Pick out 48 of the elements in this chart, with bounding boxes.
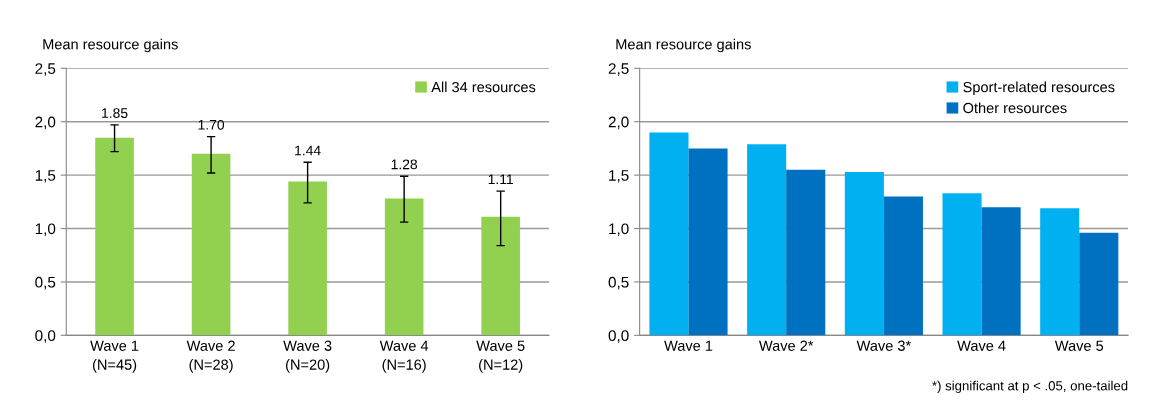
text: 1.85	[102, 108, 128, 119]
x-tick-label: Wave 1	[664, 340, 713, 351]
bar	[649, 132, 689, 336]
x-tick-label: Wave 3*	[856, 340, 911, 351]
y-tick-label: 0,5	[608, 276, 629, 290]
y-tick-label: 0,0	[35, 330, 56, 343]
text: 1.11	[488, 174, 513, 185]
y-tick-label: 1,5	[35, 170, 56, 183]
bar	[1079, 232, 1119, 336]
x-tick-label: Wave 1 (N=45)	[90, 340, 139, 373]
bar	[942, 193, 982, 336]
y-tick-label: 0,5	[35, 276, 56, 290]
bar	[1040, 208, 1080, 336]
x-tick-label: Wave 2 (N=28)	[186, 340, 235, 373]
legend-label: All 34 resources	[431, 81, 536, 93]
bar	[481, 216, 520, 336]
y-tick-label: 1,0	[35, 223, 56, 237]
text: 1.44	[295, 145, 321, 156]
bar	[288, 181, 327, 336]
y-tick-label: 2,0	[608, 116, 629, 130]
text: 1.70	[198, 119, 225, 130]
x-tick-label: Wave 3 (N=20)	[283, 340, 332, 373]
bar	[688, 148, 728, 336]
x-tick-label: Wave 4	[957, 340, 1006, 351]
x-tick-label: Wave 2*	[758, 340, 814, 351]
legend-label: Sport-related resources	[963, 81, 1115, 96]
y-tick-label: 2,0	[35, 116, 56, 130]
y-tick-label: 2,5	[35, 63, 56, 76]
bar	[844, 171, 884, 336]
text: 1.28	[391, 159, 418, 170]
text: *) significant at p < .05, one-tailed	[932, 380, 1128, 394]
y-axis-title: Mean resource gains	[616, 38, 751, 53]
x-tick-label: Wave 5 (N=12)	[476, 340, 525, 373]
y-axis-title: Mean resource gains	[43, 38, 178, 53]
bar	[981, 207, 1021, 336]
x-tick-label: Wave 4 (N=16)	[379, 340, 429, 373]
y-tick-label: 2,5	[608, 63, 629, 76]
bar	[786, 169, 826, 336]
x-tick-label: Wave 5	[1054, 340, 1104, 351]
bar	[384, 198, 424, 336]
y-tick-label: 1,0	[609, 223, 629, 237]
bar	[883, 196, 923, 336]
legend-label: Other resources	[963, 102, 1067, 114]
y-tick-label: 1,5	[609, 170, 629, 183]
bar	[95, 137, 134, 336]
y-tick-label: 0,0	[608, 330, 629, 343]
bar	[191, 153, 231, 336]
bar	[747, 144, 787, 336]
